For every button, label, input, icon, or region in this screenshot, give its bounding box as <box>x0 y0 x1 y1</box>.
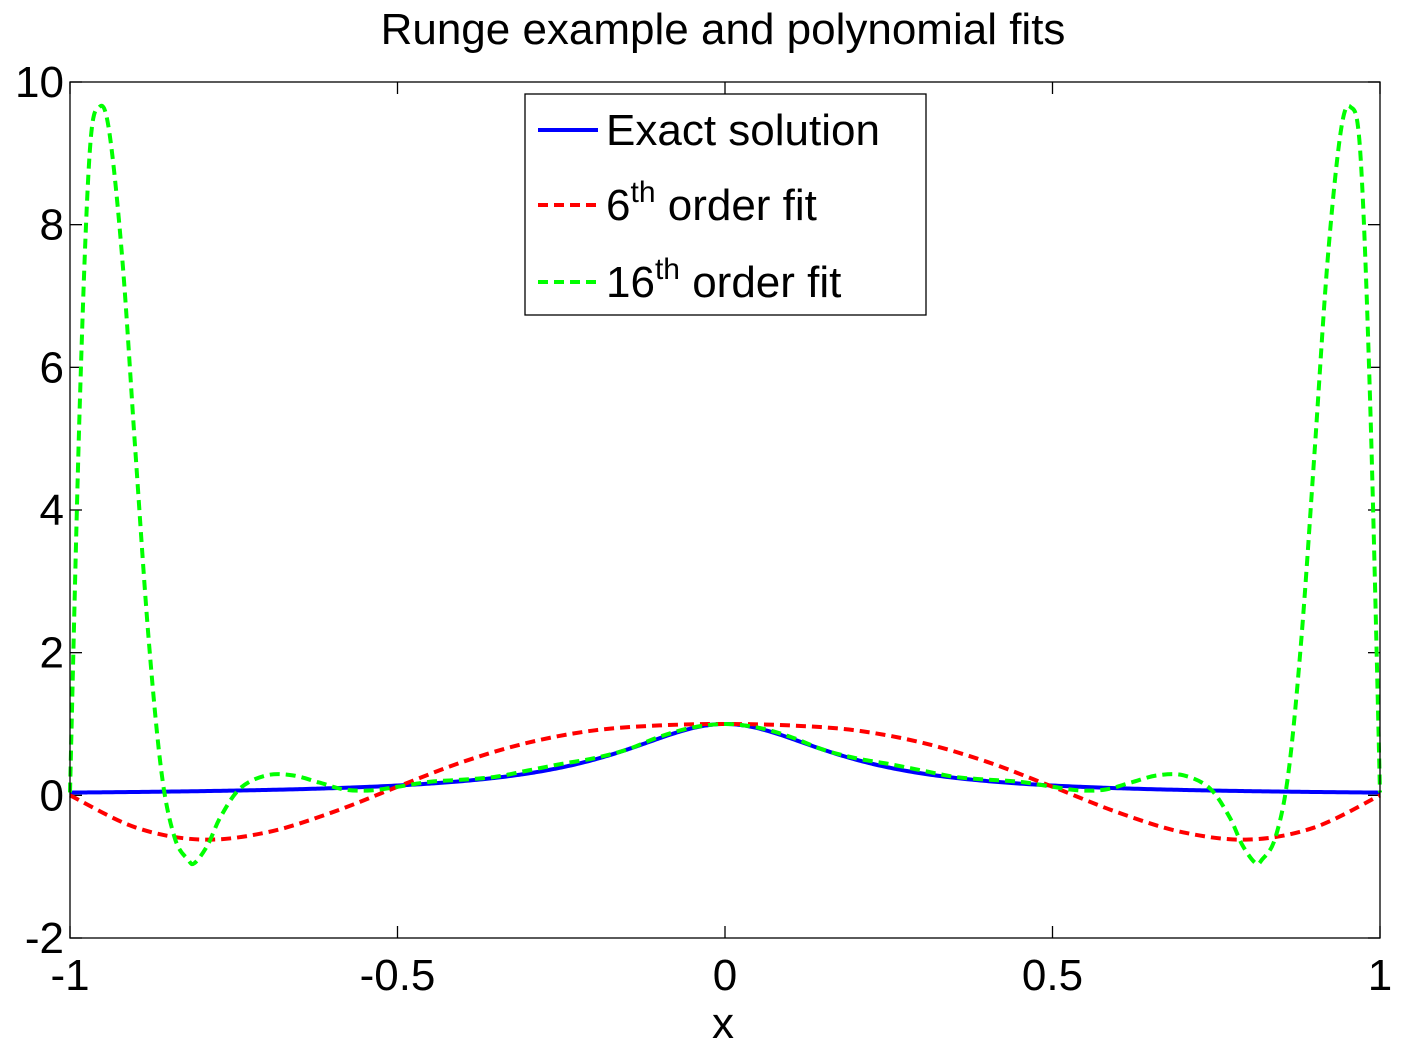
y-tick-label: -2 <box>25 914 64 963</box>
y-axis-ticks: -2 0 2 4 6 8 10 <box>15 58 1380 963</box>
series-line-2 <box>68 103 1382 867</box>
y-tick-label: 8 <box>40 201 64 250</box>
legend-label-2: 16th order fit <box>606 253 841 307</box>
chart-title: Runge example and polynomial fits <box>381 5 1066 54</box>
x-tick-label: 0.5 <box>1022 951 1083 1000</box>
y-tick-label: 0 <box>40 771 64 820</box>
series-layer <box>68 103 1382 867</box>
legend-label-1: 6th order fit <box>606 176 817 230</box>
x-tick-label: -1 <box>50 951 89 1000</box>
y-tick-label: 4 <box>40 486 64 535</box>
x-axis-ticks: -1 -0.5 0 0.5 1 <box>50 82 1392 1000</box>
x-axis-label: x <box>712 999 734 1048</box>
legend: Exact solution 6th order fit 16th order fi… <box>524 93 927 316</box>
x-tick-label: 0 <box>713 951 737 1000</box>
y-tick-label: 6 <box>40 343 64 392</box>
x-tick-label: 1 <box>1368 951 1392 1000</box>
legend-label-0: Exact solution <box>606 106 880 155</box>
y-tick-label: 10 <box>15 58 64 107</box>
plot-frame <box>69 81 1381 939</box>
y-tick-label: 2 <box>40 629 64 678</box>
x-tick-label: -0.5 <box>360 951 436 1000</box>
